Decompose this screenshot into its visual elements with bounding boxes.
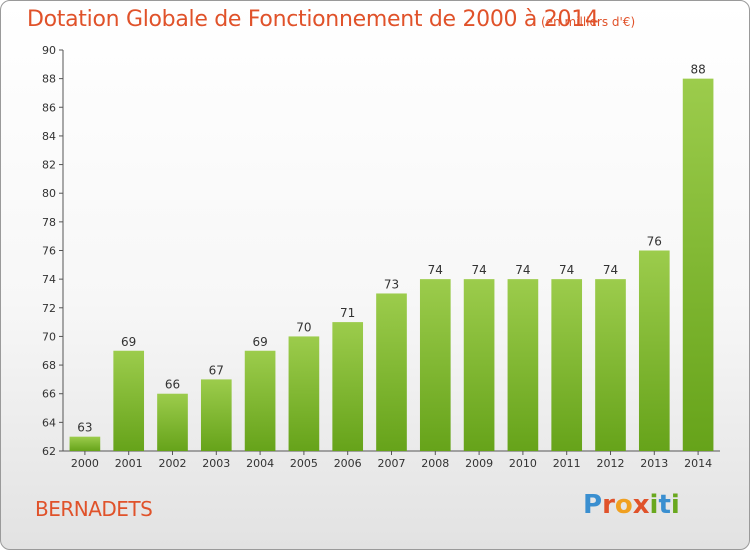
y-tick-label: 90: [42, 44, 56, 57]
x-tick-label-2000: 2000: [71, 457, 99, 470]
y-tick-label: 88: [42, 73, 56, 86]
x-tick-label-2003: 2003: [202, 457, 230, 470]
x-tick-label-2014: 2014: [684, 457, 712, 470]
bar-2000: [69, 436, 101, 451]
data-label-2001: 69: [121, 335, 136, 349]
logo-letter: P: [583, 490, 603, 520]
y-tick-label: 68: [42, 359, 56, 372]
bar-2009: [463, 279, 495, 451]
y-tick-label: 64: [42, 416, 56, 429]
data-label-2013: 76: [647, 235, 662, 249]
y-tick-label: 70: [42, 330, 56, 343]
logo-letter: o: [614, 490, 633, 520]
data-label-2011: 74: [559, 263, 574, 277]
x-tick-label-2012: 2012: [597, 457, 625, 470]
y-tick-label: 80: [42, 187, 56, 200]
bars: 63 69 66 67 69 70 71 73 74 74 74 74 74 76 88: [69, 63, 714, 452]
x-tick-label-2004: 2004: [246, 457, 274, 470]
x-tick-label-2005: 2005: [290, 457, 318, 470]
x-tick-label-2007: 2007: [378, 457, 406, 470]
x-tick-label-2002: 2002: [159, 457, 187, 470]
data-label-2010: 74: [515, 263, 530, 277]
bar-2003: [200, 379, 232, 451]
data-label-2006: 71: [340, 306, 355, 320]
proxiti-logo[interactable]: Proxiti: [583, 490, 680, 520]
logo-letter: t: [658, 490, 671, 520]
data-label-2008: 74: [428, 263, 443, 277]
data-label-2007: 73: [384, 277, 399, 291]
y-tick-label: 82: [42, 159, 56, 172]
y-tick-label: 78: [42, 216, 56, 229]
data-label-2004: 69: [252, 335, 267, 349]
x-tick-label-2009: 2009: [465, 457, 493, 470]
bar-2002: [157, 393, 188, 451]
x-tick-label-2011: 2011: [553, 457, 581, 470]
x-tick-label-2001: 2001: [115, 457, 143, 470]
data-label-2014: 88: [690, 63, 705, 77]
y-tick-label: 72: [42, 302, 56, 315]
x-tick-label-2013: 2013: [640, 457, 668, 470]
logo-letter: i: [670, 490, 680, 520]
bar-2004: [244, 350, 276, 451]
x-tick-label-2008: 2008: [421, 457, 449, 470]
bar-2007: [376, 293, 407, 451]
bar-2012: [595, 279, 626, 451]
bar-2005: [288, 336, 320, 451]
bar-2014: [682, 78, 714, 452]
logo-letter: x: [632, 490, 650, 520]
bar-2013: [638, 250, 670, 451]
y-tick-label: 84: [42, 130, 56, 143]
bar-2006: [332, 322, 364, 451]
data-label-2000: 63: [77, 421, 92, 435]
data-label-2003: 67: [209, 363, 224, 377]
data-label-2002: 66: [165, 378, 180, 392]
y-tick-label: 74: [42, 273, 56, 286]
y-tick-label: 86: [42, 101, 56, 114]
y-tick-label: 62: [42, 445, 56, 458]
data-label-2005: 70: [296, 320, 311, 334]
place-name: BERNADETS: [35, 497, 153, 521]
chart-title: Dotation Globale de Fonctionnement de 20…: [27, 7, 599, 32]
bar-2010: [507, 279, 539, 451]
y-tick-label: 66: [42, 388, 56, 401]
y-tick-label: 76: [42, 245, 56, 258]
data-label-2009: 74: [471, 263, 486, 277]
logo-letter: i: [649, 490, 659, 520]
axes: 62 64 66 68 70 72 74 76 78 80 82 84 86 88 90 2000 2001 20…: [42, 44, 720, 470]
x-tick-label-2010: 2010: [509, 457, 537, 470]
bar-2001: [113, 350, 145, 451]
bar-2011: [551, 279, 583, 451]
x-tick-label-2006: 2006: [334, 457, 362, 470]
data-label-2012: 74: [603, 263, 618, 277]
unit-note: (en milliers d'€): [541, 15, 636, 29]
logo-letter: r: [602, 490, 615, 520]
bar-2008: [419, 279, 451, 451]
